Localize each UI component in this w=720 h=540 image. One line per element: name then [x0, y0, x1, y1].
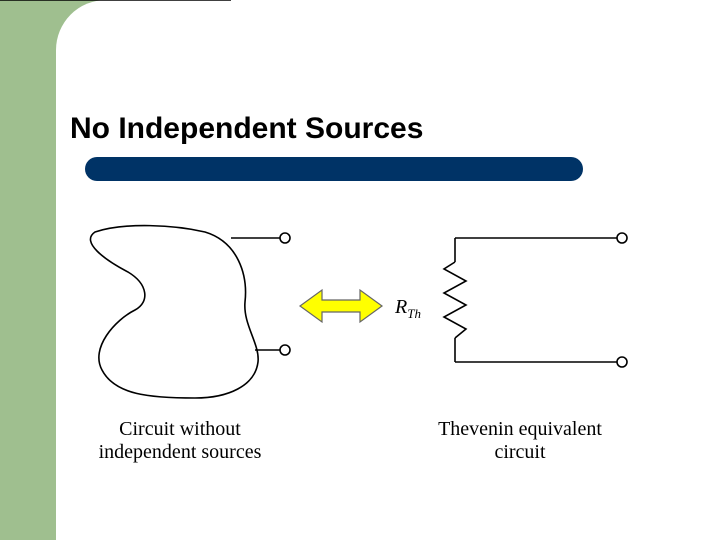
resistor-zigzag	[444, 262, 466, 338]
left-caption-line1: Circuit without	[119, 418, 241, 440]
thevenin-circuit	[444, 233, 627, 367]
rth-label: RTh	[395, 296, 421, 322]
right-caption: Thevenin equivalent circuit	[420, 418, 620, 464]
left-caption: Circuit without independent sources	[80, 418, 280, 464]
rth-sub: Th	[407, 306, 421, 321]
left-caption-line2: independent sources	[99, 441, 262, 463]
right-caption-line1: Thevenin equivalent	[438, 418, 602, 440]
right-caption-line2: circuit	[494, 441, 545, 463]
double-arrow-icon	[300, 290, 382, 322]
rth-r: R	[395, 296, 407, 318]
left-terminals	[231, 233, 290, 355]
circuit-blob	[90, 226, 258, 398]
